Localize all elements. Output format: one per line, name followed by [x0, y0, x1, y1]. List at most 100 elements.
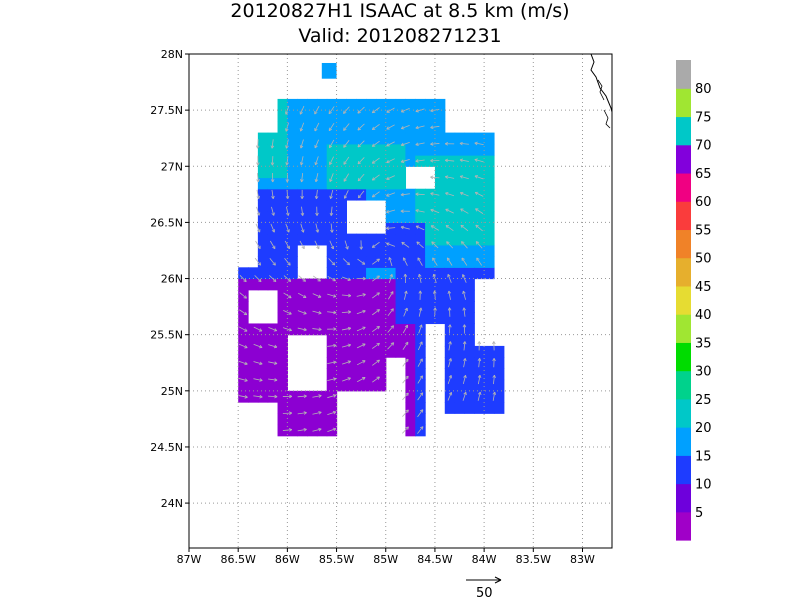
- field-cell: [238, 312, 249, 325]
- field-cell: [425, 289, 436, 302]
- field-cell: [336, 177, 347, 190]
- field-cell: [326, 121, 338, 134]
- field-cell: [444, 301, 456, 313]
- field-cell: [366, 368, 377, 381]
- field-cell: [454, 368, 466, 381]
- field-cell: [385, 143, 397, 156]
- field-cell: [454, 188, 466, 201]
- field-cell: [287, 132, 298, 145]
- wind-vector: [402, 392, 409, 401]
- field-cell: [297, 413, 308, 426]
- field-cell: [267, 267, 279, 280]
- field-cell: [326, 132, 338, 145]
- wind-vector: [371, 174, 380, 181]
- field-cell: [307, 390, 318, 403]
- field-cell: [434, 199, 446, 212]
- field-cell: [474, 233, 485, 246]
- field-cell: [326, 155, 338, 167]
- wind-vector: [297, 394, 307, 399]
- wind-vector: [300, 189, 304, 200]
- wind-vector: [329, 156, 334, 166]
- field-cell: [395, 334, 407, 347]
- wind-vector: [400, 124, 410, 130]
- colorbar-label: 55: [695, 223, 712, 238]
- field-cell: [366, 256, 377, 268]
- field-cell: [395, 301, 407, 313]
- field-cell: [248, 390, 259, 403]
- field-cell: [238, 278, 249, 291]
- wind-vector: [372, 326, 380, 333]
- field-cell: [454, 345, 466, 358]
- wind-vector: [283, 292, 292, 299]
- field-cell: [277, 166, 288, 179]
- field-cell: [385, 345, 397, 358]
- wind-vector: [388, 257, 393, 267]
- colorbar-swatch: [676, 144, 691, 174]
- wind-vector: [270, 172, 275, 183]
- valid-time: Valid: 201208271231: [298, 25, 502, 47]
- field-cell: [385, 155, 397, 167]
- colorbar-label: 45: [695, 280, 712, 295]
- wind-vector: [415, 159, 425, 163]
- field-cell: [395, 211, 407, 224]
- field-cell: [464, 244, 475, 257]
- wind-vector: [459, 175, 469, 180]
- field-cell: [454, 312, 466, 325]
- field-cell: [415, 413, 426, 426]
- wind-vector: [284, 240, 290, 250]
- field-cell: [238, 345, 249, 358]
- lat-tick-label: 26.5N: [150, 216, 183, 229]
- wind-vector: [282, 411, 293, 415]
- colorbar-label: 40: [695, 308, 712, 323]
- field-cell: [454, 199, 466, 212]
- field-cell: [307, 166, 318, 179]
- field-cell: [316, 424, 328, 437]
- field-cell: [267, 211, 279, 224]
- field-cell: [277, 368, 288, 381]
- wind-vector: [475, 241, 483, 249]
- wind-vector: [462, 391, 467, 401]
- wind-vector: [477, 341, 482, 351]
- wind-vector: [268, 361, 278, 365]
- lon-tick-label: 83.5W: [516, 553, 551, 566]
- field-cell: [405, 312, 416, 325]
- wind-vector: [402, 375, 409, 384]
- lon-tick-label: 85.5W: [319, 553, 354, 566]
- field-cell: [257, 323, 269, 336]
- colorbar-label: 30: [695, 365, 712, 380]
- field-cell: [375, 267, 387, 280]
- field-cell: [425, 267, 436, 280]
- field-cell: [444, 278, 456, 291]
- field-cell: [316, 177, 328, 190]
- wind-vector: [492, 391, 497, 401]
- field-cell: [326, 233, 338, 246]
- field-cell: [326, 301, 338, 313]
- field-cell: [277, 222, 288, 235]
- wind-vector: [357, 190, 365, 199]
- wind-vector: [297, 292, 307, 298]
- wind-vector: [386, 242, 396, 247]
- lat-tick-label: 24N: [161, 497, 183, 510]
- field-cell: [316, 98, 328, 111]
- field-cell: [484, 155, 495, 167]
- field-cell: [287, 301, 298, 313]
- field-cell: [415, 233, 426, 246]
- field-cell: [454, 323, 466, 336]
- wind-vector: [444, 141, 455, 146]
- field-cell: [257, 143, 269, 156]
- field-cell: [415, 368, 426, 381]
- field-cell: [326, 98, 338, 111]
- field-cell: [336, 357, 347, 369]
- wind-vector: [357, 140, 365, 148]
- wind-vector: [284, 257, 291, 266]
- wind-vector: [238, 395, 248, 399]
- field-cell: [454, 256, 466, 268]
- field-cell: [474, 132, 485, 145]
- field-cell: [434, 233, 446, 246]
- wind-vector: [343, 190, 349, 199]
- colorbar-label: 65: [695, 167, 712, 182]
- field-cell: [454, 211, 466, 224]
- field-cell: [257, 357, 269, 369]
- wind-vector: [357, 157, 365, 165]
- wind-vector: [344, 240, 349, 250]
